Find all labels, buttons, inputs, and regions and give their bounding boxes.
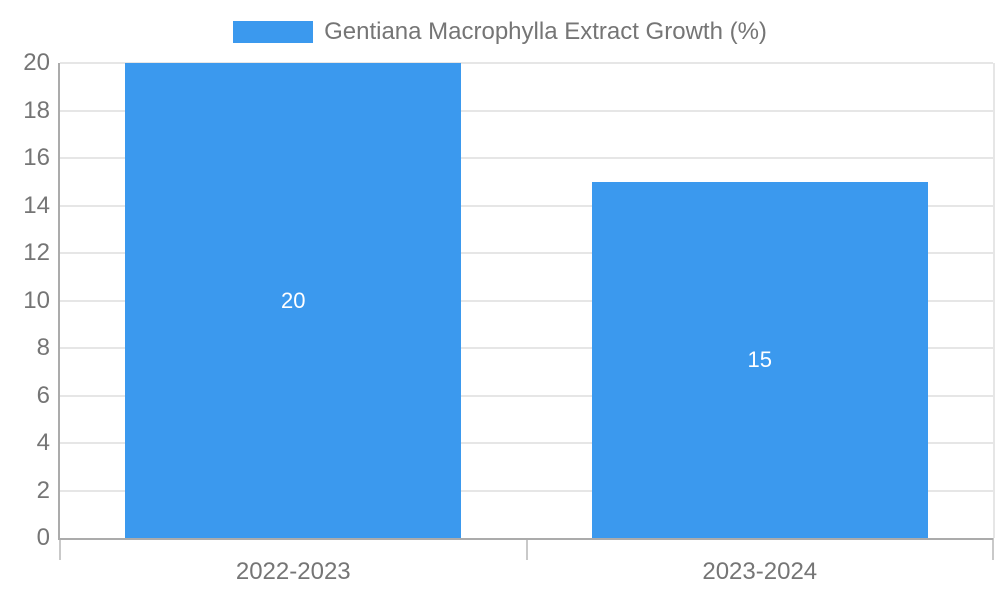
y-tick-label: 2 [36, 476, 50, 504]
x-tick-label: 2023-2024 [702, 558, 818, 585]
x-axis-tick [59, 538, 61, 560]
legend-swatch [233, 21, 314, 43]
gridline [60, 62, 993, 64]
gridline [60, 394, 993, 397]
y-tick-label: 0 [36, 524, 50, 551]
gridline [60, 442, 993, 444]
legend-label: Gentiana Macrophylla Extract Growth (%) [324, 18, 767, 45]
y-tick-label: 4 [36, 429, 50, 456]
bar[interactable] [125, 63, 462, 538]
legend[interactable]: Gentiana Macrophylla Extract Growth (%) [0, 18, 1000, 46]
gridline [60, 347, 993, 349]
y-tick-label: 20 [23, 49, 50, 76]
y-tick-label: 14 [23, 191, 50, 219]
plot-right-border [993, 63, 995, 538]
y-tick-label: 6 [36, 381, 50, 409]
x-axis-tick [525, 538, 528, 560]
y-tick-label: 18 [23, 96, 50, 124]
y-tick-label: 8 [36, 334, 50, 361]
x-tick-label: 2022-2023 [235, 558, 351, 585]
gridline [60, 157, 993, 159]
y-axis-line [58, 63, 60, 538]
bar-value-label: 20 [281, 287, 306, 313]
gridline [60, 299, 993, 302]
gridline [60, 489, 993, 492]
x-axis-line [58, 538, 993, 540]
plot-area: 20 15 [60, 62, 993, 538]
bar-value-label: 15 [747, 346, 772, 372]
gridline [60, 252, 993, 254]
y-tick-label: 10 [23, 286, 50, 314]
gridline [60, 109, 993, 112]
x-axis-tick [992, 538, 994, 560]
bar[interactable] [591, 181, 928, 538]
y-tick-label: 16 [23, 144, 50, 171]
y-tick-label: 12 [23, 239, 50, 266]
gridline [60, 204, 993, 207]
